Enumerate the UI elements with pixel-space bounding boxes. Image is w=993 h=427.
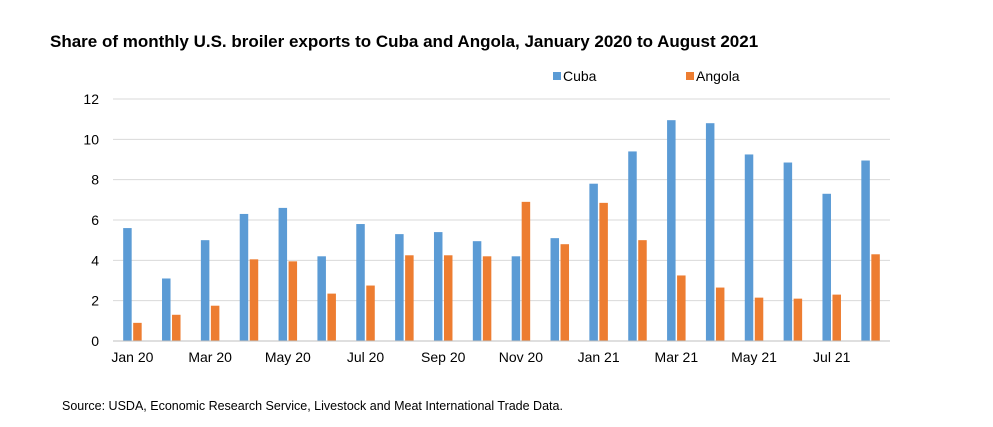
bar-cuba-apr-21 [705,123,715,341]
legend-label-angola: Angola [696,68,740,84]
bar-angola-apr-20 [249,259,259,341]
x-tick-label: May 21 [731,349,777,365]
x-axis-ticks: Jan 20 Mar 20 May 20 Jul 20 Sep 20 Nov 20 Jan … [111,349,850,365]
x-tick-label: Jul 21 [813,349,851,365]
bar-angola-may-20 [288,261,298,341]
x-tick-label: Jul 20 [347,349,385,365]
legend-label-cuba: Cuba [563,68,597,84]
bar-cuba-feb-21 [628,151,637,341]
bar-cuba-jan-21 [589,183,598,341]
bar-cuba-dec-20 [550,238,560,341]
y-tick-label: 8 [91,172,99,188]
bar-angola-feb-20 [172,314,181,341]
y-tick-label: 10 [83,131,99,147]
bar-angola-jun-20 [327,293,336,341]
bar-cuba-jun-20 [317,256,326,341]
bar-angola-jun-21 [793,298,803,341]
y-tick-label: 0 [91,333,99,349]
bar-angola-apr-21 [715,287,725,341]
y-tick-label: 2 [91,293,99,309]
bar-angola-mar-21 [677,275,686,341]
bar-angola-sep-20 [443,255,453,341]
x-tick-label: Jan 21 [578,349,620,365]
x-tick-label: Mar 21 [655,349,699,365]
bar-cuba-jun-21 [783,162,793,341]
bar-cuba-feb-20 [162,278,171,341]
y-tick-label: 12 [83,91,99,107]
bar-angola-dec-20 [560,244,570,341]
bars [123,120,880,341]
legend-swatch-cuba [553,72,561,80]
bar-cuba-may-20 [278,207,288,341]
legend: Cuba Angola [553,68,740,84]
bar-cuba-mar-20 [200,240,210,341]
x-tick-label: Sep 20 [421,349,466,365]
bar-angola-jul-20 [366,285,375,341]
bar-cuba-oct-20 [472,241,482,341]
x-tick-label: Nov 20 [499,349,544,365]
legend-swatch-angola [686,72,694,80]
bar-angola-jan-20 [133,322,142,341]
source-note: Source: USDA, Economic Research Service,… [62,399,563,413]
x-tick-label: May 20 [265,349,311,365]
y-axis-ticks: 0 2 4 6 8 10 12 [83,91,99,349]
bar-angola-feb-21 [638,240,647,341]
bar-cuba-jan-20 [123,228,132,341]
bar-cuba-jul-21 [822,193,831,341]
bar-cuba-aug-20 [395,234,404,341]
gridlines [113,98,890,302]
x-tick-label: Mar 20 [188,349,232,365]
bar-cuba-apr-20 [239,213,249,341]
bar-angola-may-21 [754,297,764,341]
chart-title: Share of monthly U.S. broiler exports to… [50,32,759,51]
bar-angola-aug-20 [405,255,414,341]
bar-angola-nov-20 [521,201,531,341]
bar-cuba-may-21 [744,154,754,341]
x-tick-label: Jan 20 [111,349,153,365]
bar-angola-jan-21 [599,202,608,341]
bar-cuba-sep-20 [433,232,443,341]
bar-cuba-mar-21 [667,120,676,341]
bar-angola-oct-20 [482,256,492,341]
bar-angola-jul-21 [832,294,841,341]
y-tick-label: 4 [91,252,99,268]
bar-angola-mar-20 [210,305,220,341]
y-tick-label: 6 [91,212,99,228]
bar-cuba-nov-20 [511,256,521,341]
bar-cuba-jul-20 [356,224,365,341]
bar-cuba-aug-21 [861,160,870,341]
bar-angola-aug-21 [871,254,880,341]
